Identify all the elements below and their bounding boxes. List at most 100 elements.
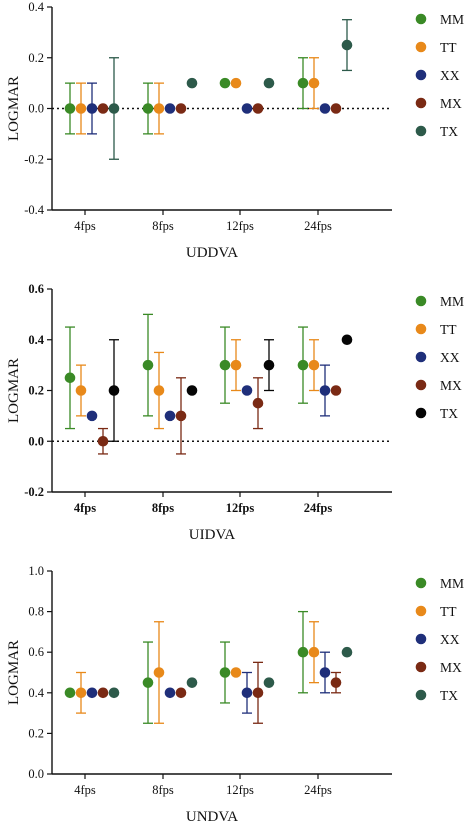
data-point-tt (153, 667, 165, 678)
data-point-mm (219, 667, 231, 678)
data-point-mx (252, 103, 264, 114)
y-tick-label: -0.4 (24, 203, 45, 217)
y-tick-label: 0.2 (28, 384, 44, 398)
legend-marker-mx (415, 97, 427, 109)
legend-marker-mm (415, 577, 427, 589)
y-tick-label: 0.0 (28, 102, 44, 116)
chart-panel-3: 0.0 0.2 0.4 0.6 0.8 1.0 4fps 8fps 12fps 24fps UNDV… (6, 564, 464, 825)
data-point-mx (175, 103, 187, 114)
y-tick-label: 0.4 (28, 333, 44, 347)
data-point-mm (142, 359, 154, 371)
legend-marker-tt (415, 323, 427, 335)
data-point-tx (263, 359, 275, 371)
y-tick-label: 0.0 (28, 767, 44, 781)
legend-label-mx: MX (440, 96, 462, 111)
chart-panel-2: -0.2 0.0 0.2 0.4 0.6 4fps 8fps 12fps 24fps UIDVA L… (6, 282, 464, 543)
data-point-mx (330, 677, 342, 688)
legend-label-tt: TT (440, 40, 457, 55)
data-point-tt (75, 687, 87, 699)
data-point-xx (241, 103, 253, 114)
data-point-tx (263, 677, 275, 688)
legend-label-mx: MX (440, 660, 462, 675)
y-axis-title: LOGMAR (6, 358, 22, 423)
legend-label-tx: TX (440, 124, 458, 139)
y-tick-label: 0.4 (28, 686, 44, 700)
data-point-mm (297, 359, 309, 371)
data-point-mx (97, 435, 109, 447)
x-tick-label: 8fps (152, 219, 174, 233)
data-point-xx (86, 687, 98, 699)
y-tick-label: 0.2 (28, 51, 44, 65)
y-tick-label: -0.2 (24, 485, 44, 499)
y-tick-label: 0.4 (28, 0, 44, 14)
y-axis-title: LOGMAR (6, 640, 22, 705)
data-point-mm (219, 77, 231, 89)
x-tick-label: 8fps (152, 783, 174, 797)
data-point-mm (297, 646, 309, 658)
data-point-mx (97, 103, 109, 114)
data-point-tx (341, 334, 353, 346)
data-point-xx (86, 410, 98, 422)
data-point-tt (308, 77, 320, 89)
x-tick-label: 24fps (304, 783, 332, 797)
chart-panel-1: -0.4 -0.2 0.0 0.2 0.4 4fps 8fps 12fps 24fps UDDVA… (6, 0, 464, 261)
data-point-xx (241, 385, 253, 396)
data-point-tx (186, 385, 198, 396)
legend-marker-mm (415, 295, 427, 307)
legend-marker-mx (415, 661, 427, 673)
x-tick-label: 8fps (152, 501, 174, 515)
legend-label-tx: TX (440, 406, 458, 421)
data-point-tt (153, 103, 165, 114)
legend-label-xx: XX (440, 350, 460, 365)
data-point-xx (164, 410, 176, 422)
data-point-mx (252, 687, 264, 699)
x-tick-label: 12fps (226, 501, 255, 515)
x-tick-label: 12fps (226, 219, 254, 233)
x-tick-label: 4fps (74, 783, 96, 797)
x-tick-label: 24fps (304, 501, 333, 515)
data-point-mm (297, 77, 309, 89)
y-tick-label: 0.2 (28, 726, 44, 740)
data-point-tx (341, 39, 353, 51)
legend-marker-xx (415, 351, 427, 363)
legend-marker-xx (415, 633, 427, 645)
y-tick-label: 0.6 (28, 645, 44, 659)
legend-marker-tx (415, 689, 427, 701)
data-point-tt (75, 385, 87, 396)
legend-marker-tt (415, 605, 427, 617)
data-point-xx (319, 103, 331, 114)
x-tick-label: 4fps (74, 501, 96, 515)
legend-label-xx: XX (440, 68, 460, 83)
data-point-tx (186, 677, 198, 688)
data-point-mm (64, 687, 76, 699)
legend-label-tt: TT (440, 322, 457, 337)
data-point-tt (230, 667, 242, 678)
data-point-tt (230, 77, 242, 89)
data-point-mm (219, 359, 231, 371)
data-point-xx (319, 667, 331, 678)
data-point-mm (64, 372, 76, 384)
data-point-mm (64, 103, 76, 114)
data-point-tx (341, 646, 353, 658)
data-point-tx (108, 687, 120, 699)
legend-label-mm: MM (440, 576, 464, 591)
data-point-tx (263, 77, 275, 89)
data-point-xx (241, 687, 253, 699)
data-point-xx (319, 385, 331, 396)
legend-label-mx: MX (440, 378, 462, 393)
y-tick-label: -0.2 (24, 152, 44, 166)
legend-marker-tx (415, 407, 427, 419)
data-point-tt (230, 359, 242, 371)
legend-label-tt: TT (440, 604, 457, 619)
data-point-tt (308, 646, 320, 658)
x-axis-title: UIDVA (189, 527, 236, 543)
x-axis-title: UDDVA (186, 245, 238, 261)
y-axis-title: LOGMAR (6, 76, 22, 141)
y-tick-label: 1.0 (28, 564, 44, 578)
legend-label-mm: MM (440, 294, 464, 309)
legend-marker-tx (415, 125, 427, 137)
legend-label-tx: TX (440, 688, 458, 703)
x-tick-label: 24fps (304, 219, 332, 233)
legend-marker-tt (415, 41, 427, 53)
